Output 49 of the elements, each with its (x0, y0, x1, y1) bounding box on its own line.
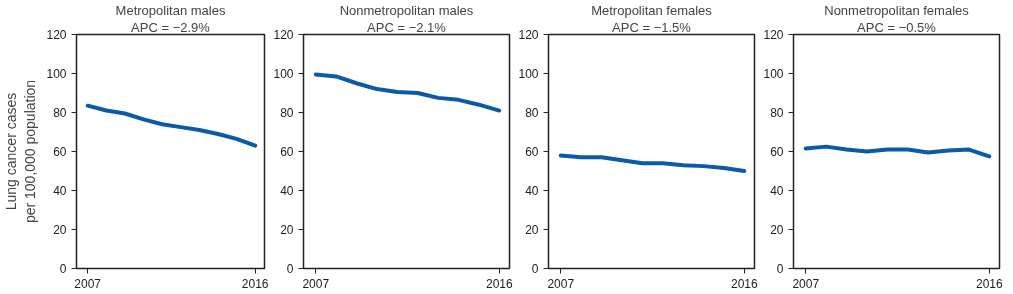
chart-subtitle: APC = −2.9% (131, 19, 211, 35)
y-tick-label: 100 (763, 67, 784, 81)
y-tick-label: 20 (53, 223, 67, 237)
x-tick-label: 2007 (792, 276, 820, 291)
y-tick-label: 0 (59, 262, 67, 276)
x-tick-label: 2007 (302, 276, 330, 291)
line-series (803, 144, 992, 159)
y-tick-label: 60 (53, 145, 67, 159)
chart-title: Metropolitan males (115, 2, 226, 18)
y-tick-label: 120 (518, 28, 539, 42)
y-tick-label: 20 (770, 223, 784, 237)
x-tick-label: 2016 (730, 276, 758, 291)
y-tick-label: 100 (518, 67, 539, 81)
chart-title: Nonmetropolitan males (339, 2, 474, 18)
y-tick-label: 40 (525, 184, 539, 198)
y-tick-label: 80 (525, 106, 539, 120)
chart-subtitle: APC = −0.5% (857, 19, 937, 35)
line-series (558, 153, 747, 173)
y-tick-label: 20 (525, 223, 539, 237)
y-tick-label: 60 (525, 145, 539, 159)
chart-subtitle: APC = −2.1% (367, 19, 447, 35)
y-axis-title: Lung cancer cases per 100,000 population (3, 79, 39, 224)
y-tick-label: 0 (531, 262, 539, 276)
y-tick-label: 120 (46, 28, 67, 42)
y-tick-label: 60 (770, 145, 784, 159)
x-tick-label: 2007 (74, 276, 102, 291)
y-tick-label: 120 (273, 28, 294, 42)
chart-title: Nonmetropolitan females (824, 2, 970, 18)
y-tick-label: 40 (770, 184, 784, 198)
chart-title: Metropolitan females (591, 2, 713, 18)
chart-subtitle: APC = −1.5% (612, 19, 692, 35)
y-tick-label: 40 (53, 184, 67, 198)
y-tick-label: 80 (53, 106, 67, 120)
y-tick-label: 60 (280, 145, 294, 159)
y-tick-label: 80 (770, 106, 784, 120)
y-tick-label: 80 (280, 106, 294, 120)
y-tick-label: 20 (280, 223, 294, 237)
x-tick-label: 2007 (547, 276, 575, 291)
y-tick-label: 0 (776, 262, 784, 276)
y-tick-label: 0 (286, 262, 294, 276)
line-series (313, 72, 502, 113)
x-tick-label: 2016 (975, 276, 1003, 291)
line-series (85, 103, 258, 148)
y-tick-label: 40 (280, 184, 294, 198)
y-tick-label: 120 (763, 28, 784, 42)
x-tick-label: 2016 (485, 276, 513, 291)
y-tick-label: 100 (46, 67, 67, 81)
x-tick-label: 2016 (241, 276, 269, 291)
y-tick-label: 100 (273, 67, 294, 81)
